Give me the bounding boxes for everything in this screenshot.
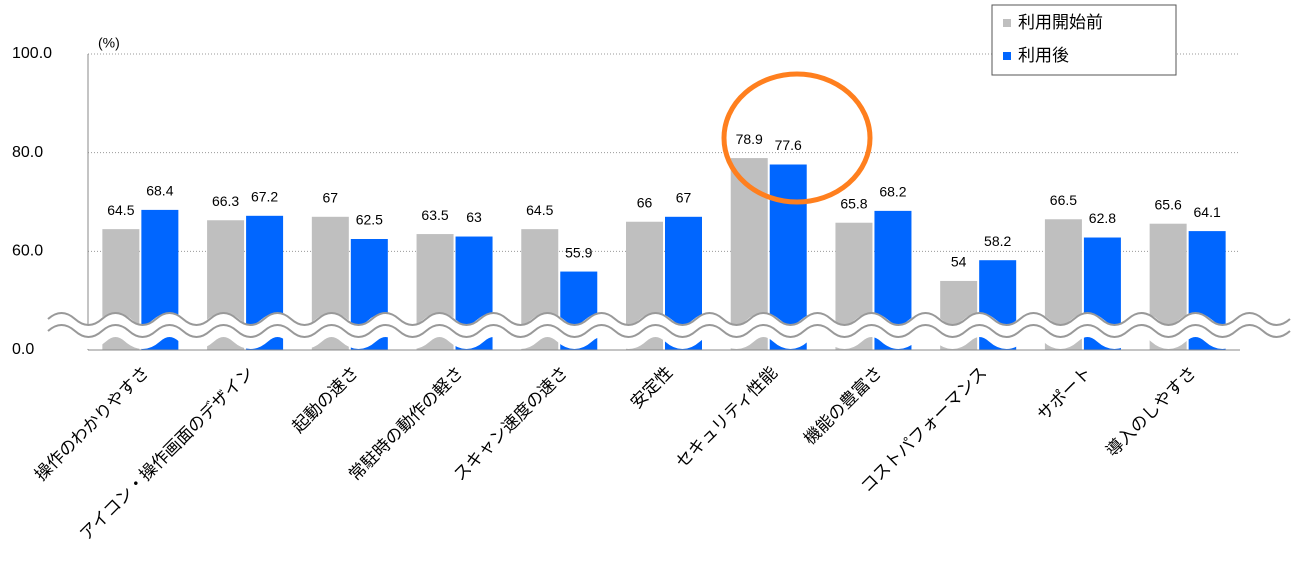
- value-label: 54: [951, 254, 967, 270]
- x-tick-label: 操作のわかりやすさ: [31, 363, 153, 485]
- x-tick-label: 機能の豊富さ: [800, 363, 886, 449]
- axis-break-line: [47, 312, 1291, 326]
- value-label: 66.5: [1050, 192, 1077, 208]
- value-label: 77.6: [775, 137, 802, 153]
- value-label: 68.2: [879, 184, 906, 200]
- value-label: 64.5: [526, 202, 553, 218]
- value-label: 55.9: [565, 244, 592, 260]
- value-label: 58.2: [984, 233, 1011, 249]
- value-label: 65.6: [1155, 196, 1182, 212]
- unit-label: (%): [98, 35, 120, 51]
- y-tick-label: 80.0: [12, 144, 43, 161]
- value-label: 64.1: [1194, 204, 1221, 220]
- x-tick-label: サポート: [1034, 363, 1096, 425]
- x-tick-label: アイコン・操作画面のデザイン: [76, 362, 259, 545]
- highlight-circle: [721, 71, 873, 205]
- value-label: 65.8: [840, 195, 867, 211]
- value-label: 67: [676, 190, 692, 206]
- value-label: 68.4: [146, 183, 173, 199]
- y-tick-label: 0.0: [12, 341, 34, 358]
- y-tick-label: 100.0: [12, 45, 52, 62]
- value-label: 67: [323, 190, 339, 206]
- axis-break-line: [47, 324, 1291, 338]
- legend-label: 利用後: [1018, 46, 1069, 66]
- legend-swatch: [1003, 19, 1011, 27]
- value-label: 62.5: [356, 212, 383, 228]
- value-label: 66.3: [212, 193, 239, 209]
- legend-swatch: [1003, 52, 1011, 60]
- legend-label: 利用開始前: [1018, 13, 1103, 33]
- value-label: 63: [466, 209, 482, 225]
- value-label: 67.2: [251, 189, 278, 205]
- legend-box: [991, 4, 1177, 76]
- x-tick-label: 起動の速さ: [289, 363, 363, 437]
- value-label: 63.5: [421, 207, 448, 223]
- x-tick-label: スキャン速度の速さ: [450, 363, 572, 485]
- x-tick-label: 常駐時の動作の軽さ: [345, 363, 467, 485]
- x-tick-label: セキュリティ性能: [672, 363, 782, 473]
- x-tick-label: 導入のしやすさ: [1103, 363, 1201, 461]
- x-tick-label: 安定性: [627, 363, 677, 413]
- value-label: 64.5: [107, 202, 134, 218]
- axis-break: [44, 313, 1293, 349]
- y-tick-label: 60.0: [12, 243, 43, 260]
- value-label: 78.9: [736, 131, 763, 147]
- value-label: 62.8: [1089, 210, 1116, 226]
- value-label: 66: [637, 194, 653, 210]
